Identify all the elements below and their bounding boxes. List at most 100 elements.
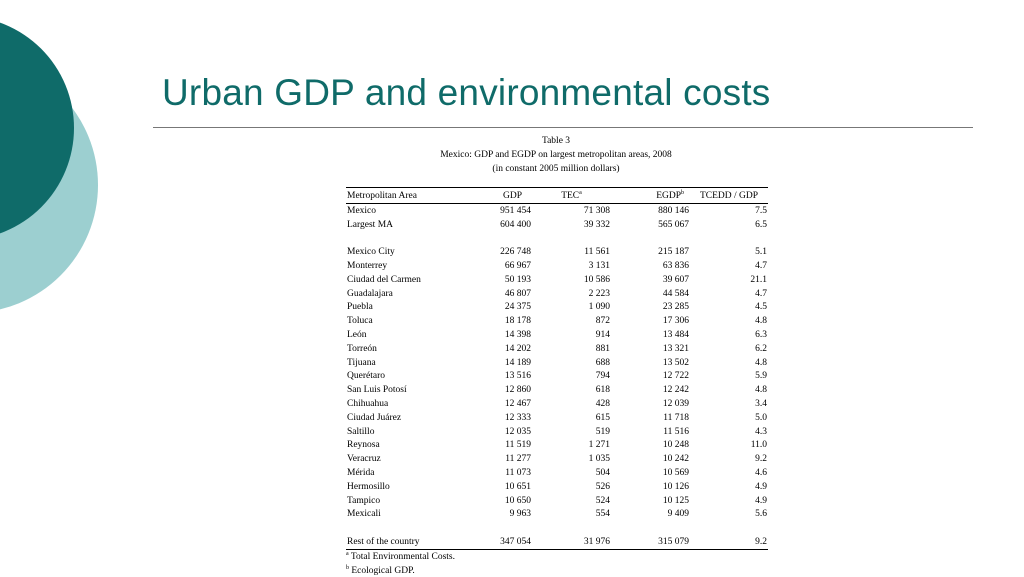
cell-egdp: 12 242 — [662, 385, 689, 396]
cell-tec: 794 — [595, 371, 610, 382]
tec-footnote-mark: a — [579, 189, 582, 196]
cell-gdp: 24 375 — [504, 302, 531, 313]
cell-gdp: 12 333 — [504, 412, 531, 423]
cell-gdp: 12 860 — [504, 385, 531, 396]
cell-name: Guadalajara — [347, 288, 393, 299]
cell-gdp: 11 277 — [505, 454, 531, 465]
cell-egdp: 11 718 — [663, 412, 689, 423]
cell-ratio: 5.6 — [755, 509, 767, 520]
cell-name: Mexico — [347, 205, 377, 216]
cell-gdp: 14 398 — [504, 330, 531, 341]
cell-name: Toluca — [347, 316, 373, 327]
table-row: Querétaro 13 516 794 12 722 5.9 — [346, 370, 768, 384]
table-row: Veracruz 11 277 1 035 10 242 9.2 — [346, 452, 768, 466]
cell-name: San Luis Potosí — [347, 385, 407, 396]
cell-tec: 1 035 — [588, 454, 610, 465]
cell-egdp: 9 409 — [667, 509, 689, 520]
table-row: Tijuana 14 189 688 13 502 4.8 — [346, 356, 768, 370]
title-divider — [153, 127, 973, 128]
cell-name: Monterrey — [347, 261, 388, 272]
cell-egdp: 12 722 — [662, 371, 689, 382]
cell-ratio: 11.0 — [750, 440, 767, 451]
cell-ratio: 5.1 — [755, 247, 767, 258]
cell-gdp: 14 202 — [504, 343, 531, 354]
cell-ratio: 6.5 — [755, 219, 767, 230]
summary-row: Mexico 951 454 71 308 880 146 7.5 — [346, 204, 768, 218]
footnote-b: b Ecological GDP. — [346, 565, 415, 576]
cell-tec: 519 — [595, 426, 610, 437]
cell-gdp: 12 035 — [504, 426, 531, 437]
cell-ratio: 4.7 — [755, 288, 767, 299]
header-ratio: TCEDD / GDP — [699, 190, 759, 201]
cell-ratio: 4.9 — [755, 481, 767, 492]
cell-tec: 2 223 — [588, 288, 610, 299]
cell-ratio: 7.5 — [755, 205, 767, 216]
table-row: Mérida 11 073 504 10 569 4.6 — [346, 466, 768, 480]
cell-tec: 504 — [595, 468, 610, 479]
table-row: Tampico 10 650 524 10 125 4.9 — [346, 494, 768, 508]
cell-name: Mérida — [347, 468, 375, 479]
header-egdp: EGDPb — [656, 189, 684, 202]
decorative-circles — [0, 22, 98, 310]
cell-ratio: 4.8 — [755, 316, 767, 327]
cell-egdp: 39 607 — [662, 274, 689, 285]
cell-ratio: 4.3 — [755, 426, 767, 437]
summary-row: Largest MA 604 400 39 332 565 067 6.5 — [346, 218, 768, 232]
table-row: Ciudad Juárez 12 333 615 11 718 5.0 — [346, 411, 768, 425]
cell-egdp: 13 321 — [662, 343, 689, 354]
gdp-table: Metropolitan Area GDP TECa EGDPb TCEDD /… — [346, 187, 768, 550]
cell-tec: 10 586 — [583, 274, 610, 285]
cell-gdp: 604 400 — [500, 219, 531, 230]
cell-ratio: 6.2 — [755, 343, 767, 354]
cell-name: Puebla — [347, 302, 373, 313]
table-body: Mexico 951 454 71 308 880 146 7.5 Largest MA 6… — [346, 204, 768, 550]
cell-gdp: 18 178 — [504, 316, 531, 327]
table-subtitle: Mexico: GDP and EGDP on largest metropol… — [440, 150, 672, 160]
cell-gdp: 13 516 — [504, 371, 531, 382]
cell-egdp: 13 502 — [662, 357, 689, 368]
cell-name: Tampico — [347, 495, 381, 506]
cell-gdp: 50 193 — [504, 274, 531, 285]
table-row: Monterrey 66 967 3 131 63 836 4.7 — [346, 259, 768, 273]
table-row: Saltillo 12 035 519 11 516 4.3 — [346, 425, 768, 439]
cell-egdp: 565 067 — [658, 219, 689, 230]
cell-gdp: 12 467 — [504, 399, 531, 410]
rest-row: Rest of the country 347 054 31 976 315 079 9… — [346, 535, 768, 550]
cell-gdp: 10 650 — [504, 495, 531, 506]
cell-name: León — [347, 330, 367, 341]
cell-tec: 881 — [595, 343, 610, 354]
cell-name: Querétaro — [347, 371, 385, 382]
table-row: Torreón 14 202 881 13 321 6.2 — [346, 342, 768, 356]
cell-tec: 688 — [595, 357, 610, 368]
cell-ratio: 5.0 — [755, 412, 767, 423]
cell-egdp: 10 126 — [662, 481, 689, 492]
cell-gdp: 951 454 — [500, 205, 531, 216]
dark-teal-circle — [0, 22, 74, 234]
slide-title: Urban GDP and environmental costs — [162, 72, 771, 113]
table-row: Puebla 24 375 1 090 23 285 4.5 — [346, 301, 768, 315]
cell-egdp: 10 248 — [662, 440, 689, 451]
cell-tec: 615 — [595, 412, 610, 423]
spacer-row — [346, 232, 768, 246]
cell-tec: 31 976 — [583, 537, 610, 548]
cell-tec: 1 271 — [588, 440, 610, 451]
cell-egdp: 63 836 — [662, 261, 689, 272]
cell-name: Tijuana — [347, 357, 376, 368]
cell-tec: 524 — [595, 495, 610, 506]
cell-tec: 428 — [595, 399, 610, 410]
table-row: Guadalajara 46 807 2 223 44 584 4.7 — [346, 287, 768, 301]
cell-ratio: 4.5 — [755, 302, 767, 313]
cell-gdp: 11 073 — [505, 468, 531, 479]
cell-name: Reynosa — [347, 440, 380, 451]
cell-egdp: 10 242 — [662, 454, 689, 465]
cell-name: Rest of the country — [347, 537, 420, 548]
egdp-footnote-mark: b — [681, 189, 684, 196]
cell-egdp: 880 146 — [658, 205, 689, 216]
table-units: (in constant 2005 million dollars) — [492, 164, 620, 174]
cell-egdp: 13 484 — [662, 330, 689, 341]
cell-egdp: 23 285 — [662, 302, 689, 313]
cell-ratio: 9.2 — [755, 537, 767, 548]
header-area: Metropolitan Area — [347, 190, 417, 201]
cell-gdp: 66 967 — [504, 261, 531, 272]
cell-tec: 3 131 — [588, 261, 610, 272]
